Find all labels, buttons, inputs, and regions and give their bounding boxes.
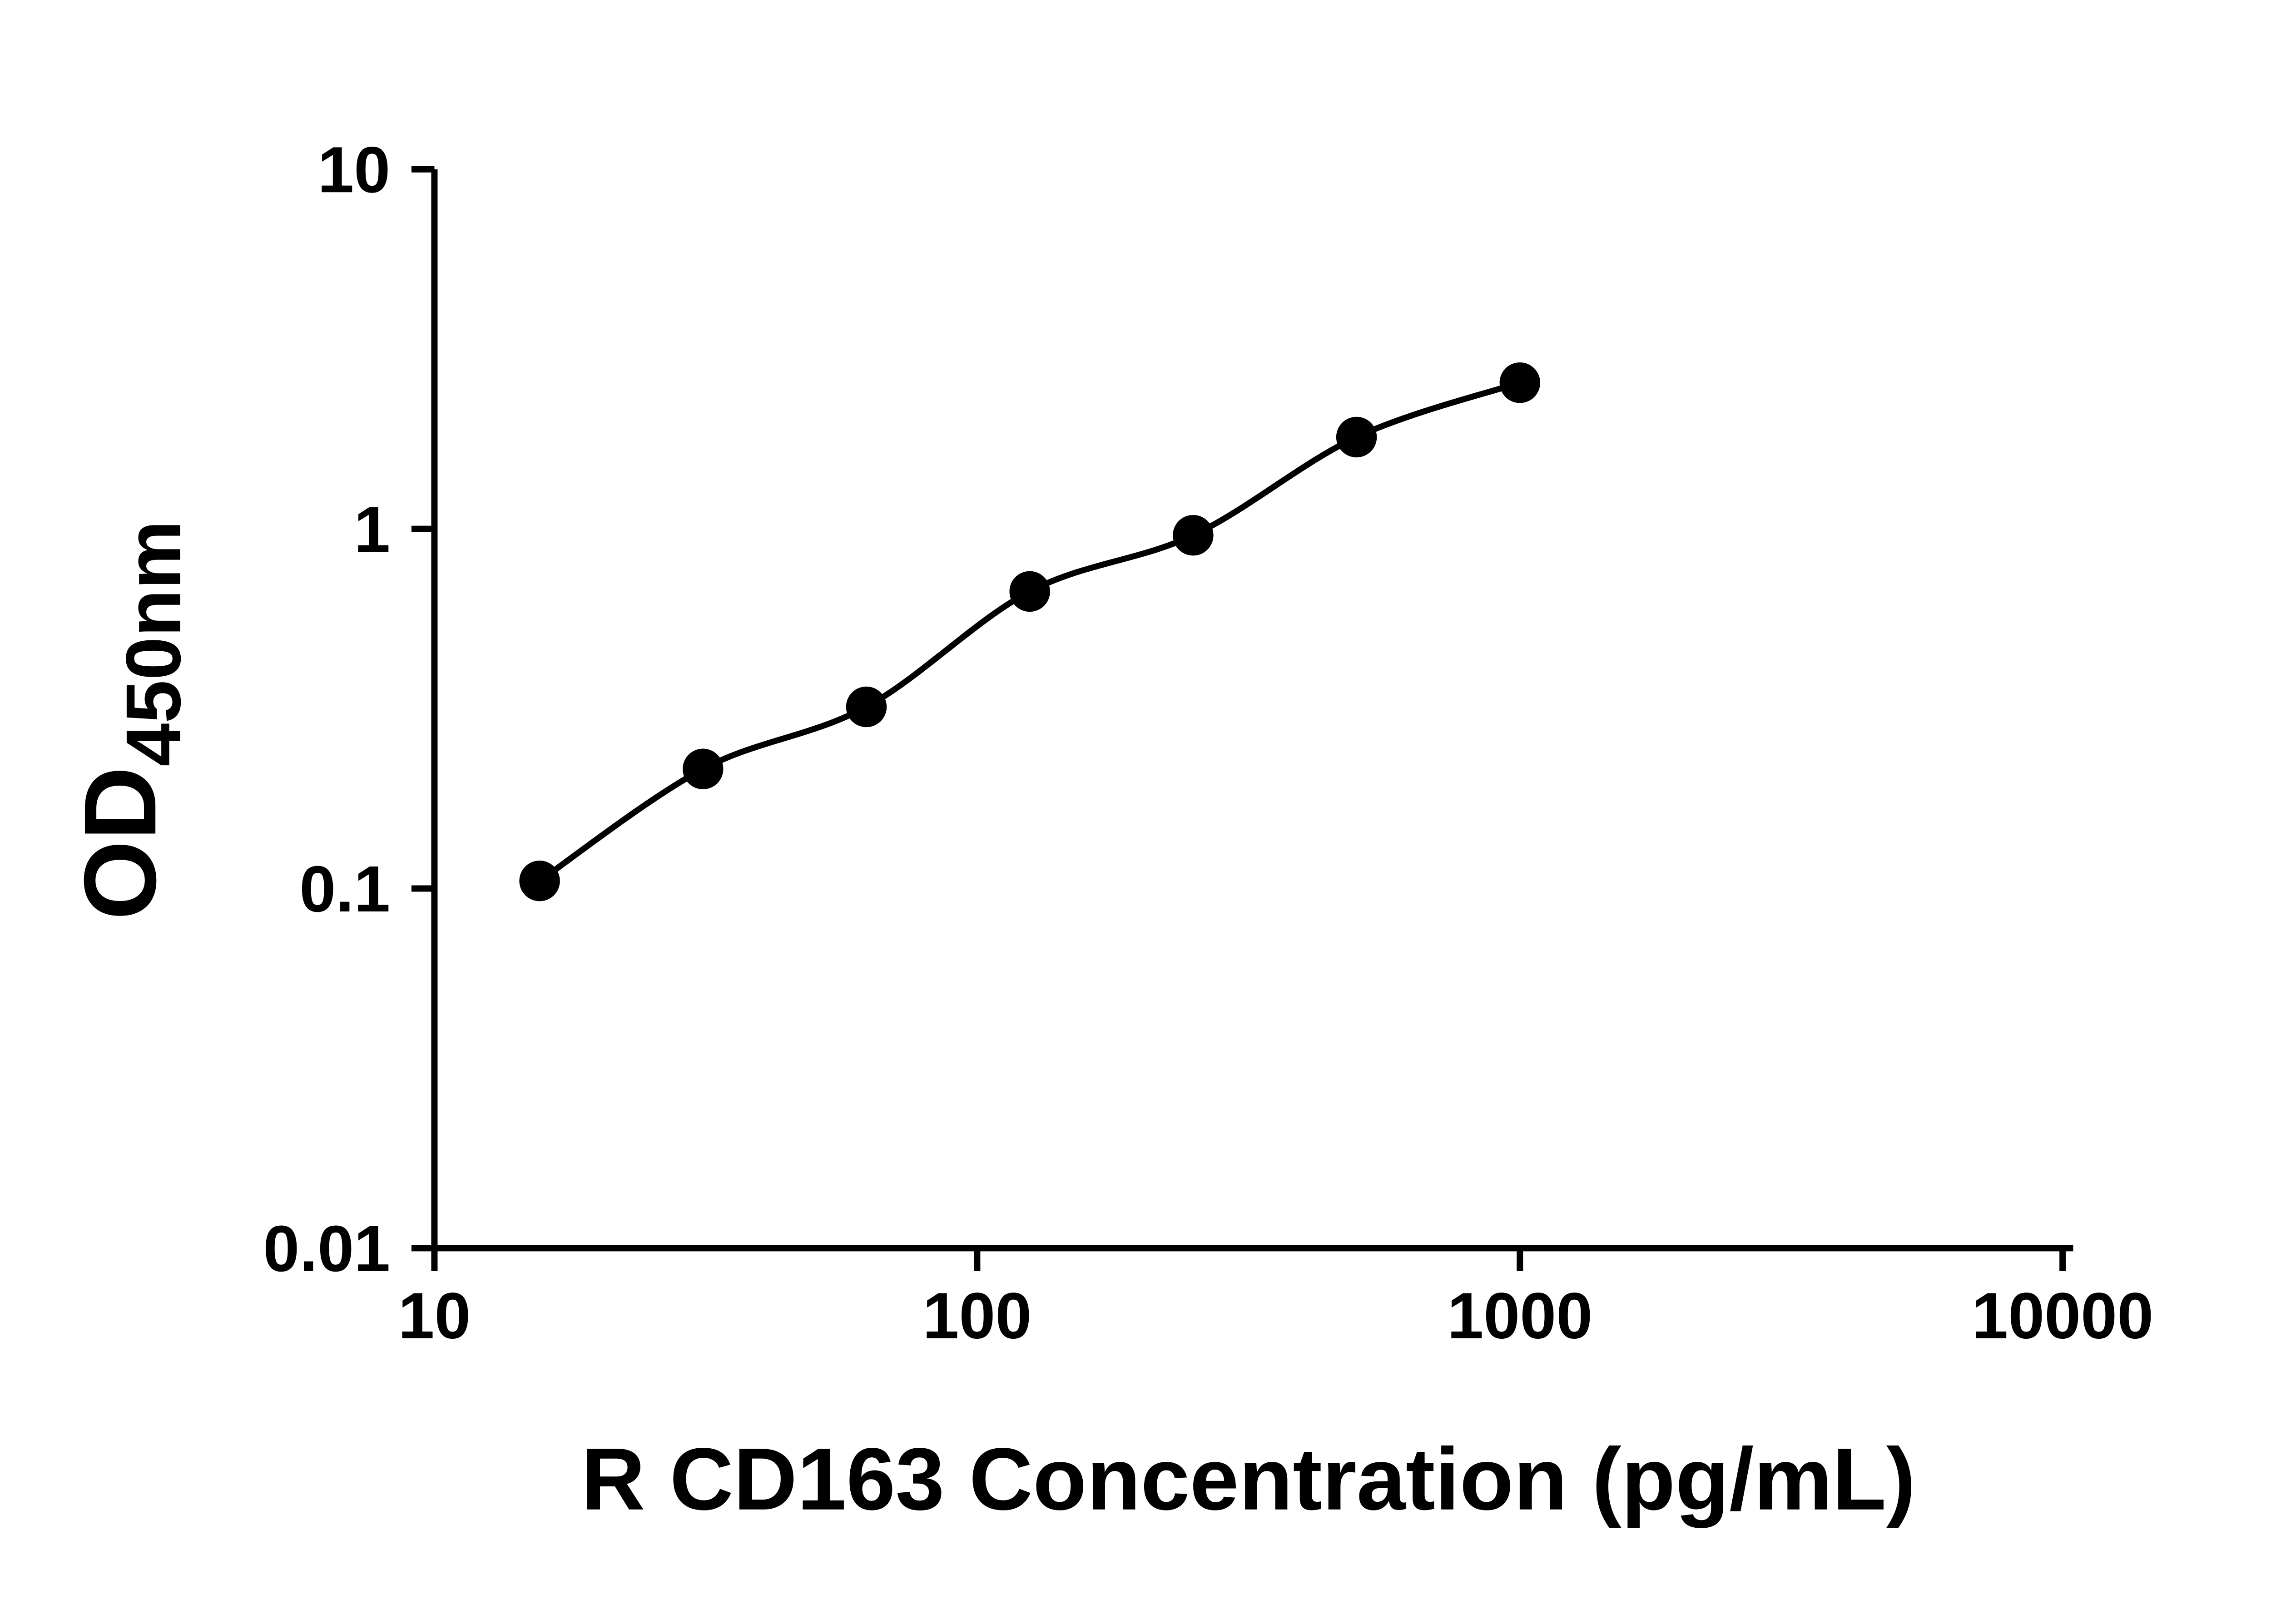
axis-layer: 10 100 1000 10000 0.01 0.1 1 10 xyxy=(263,134,2153,1352)
plot-layer xyxy=(519,362,1541,901)
x-tick-label: 10000 xyxy=(1972,1280,2153,1352)
data-point xyxy=(1173,515,1214,556)
y-axis-title: OD450nm xyxy=(63,520,197,920)
y-tick-label: 0.01 xyxy=(263,1213,390,1285)
y-tick-label: 10 xyxy=(317,134,390,206)
data-point xyxy=(519,860,560,901)
x-tick-label: 10 xyxy=(398,1280,471,1352)
data-point xyxy=(846,686,887,728)
axis-frame xyxy=(431,169,2073,1252)
y-axis-title-subscript: 450nm xyxy=(110,520,197,767)
y-tick-label: 1 xyxy=(354,493,390,566)
data-point xyxy=(1499,362,1541,403)
data-point xyxy=(683,748,724,789)
y-tick-label: 0.1 xyxy=(299,853,390,926)
data-point xyxy=(1336,416,1377,458)
y-axis-title-main: OD xyxy=(63,767,177,920)
x-tick-label: 1000 xyxy=(1447,1280,1592,1352)
data-point xyxy=(1009,571,1050,612)
fit-curve xyxy=(538,380,1521,884)
x-axis-title: R CD163 Concentration (pg/mL) xyxy=(581,1430,1916,1529)
x-tick-label: 100 xyxy=(922,1280,1031,1352)
tick-layer: 10 100 1000 10000 0.01 0.1 1 10 xyxy=(263,134,2153,1352)
